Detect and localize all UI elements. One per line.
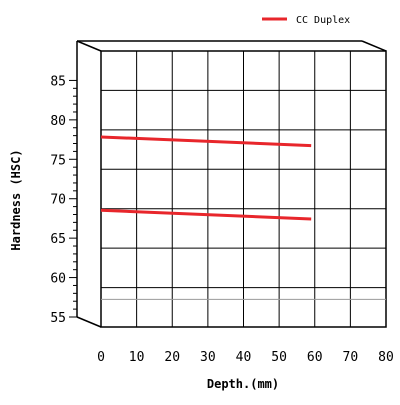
x-tick-label: 10 xyxy=(129,350,145,365)
chart-legend: CC Duplex xyxy=(262,15,350,26)
series-line-2 xyxy=(100,208,312,221)
x-tick-label: 70 xyxy=(343,350,359,365)
y-tick-label: 85 xyxy=(50,74,66,89)
series-line-1 xyxy=(100,135,312,148)
x-tick-label: 0 xyxy=(97,350,105,365)
box-top-right-edge xyxy=(361,40,387,52)
x-tick-label: 60 xyxy=(307,350,323,365)
box-bottom-left-edge xyxy=(76,316,102,328)
y-tick-label: 80 xyxy=(50,114,66,129)
y-tick-label: 60 xyxy=(50,272,66,287)
x-tick-label: 40 xyxy=(236,350,252,365)
box-top-left-edge xyxy=(76,40,102,52)
y-axis-label: Hardness (HSC) xyxy=(9,149,23,250)
y-tick-label: 70 xyxy=(50,193,66,208)
y-tick-label: 75 xyxy=(50,153,66,168)
x-axis-label: Depth.(mm) xyxy=(207,377,279,391)
x-tick-label: 80 xyxy=(378,350,394,365)
x-tick-label: 20 xyxy=(164,350,180,365)
x-tick-label: 50 xyxy=(271,350,287,365)
x-tick-label: 30 xyxy=(200,350,216,365)
legend-label-cc-duplex: CC Duplex xyxy=(296,15,350,26)
y-tick-label: 55 xyxy=(50,311,66,326)
y-tick-label: 65 xyxy=(50,232,66,247)
